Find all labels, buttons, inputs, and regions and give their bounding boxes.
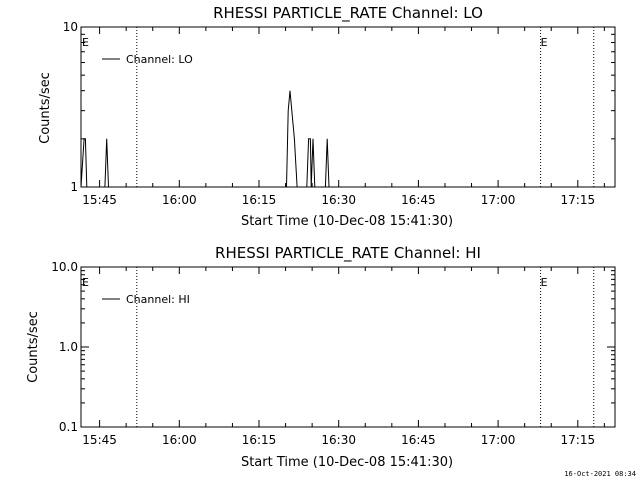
series-line: [80, 90, 330, 188]
chart-panel-hi: RHESSI PARTICLE_RATE Channel: HI Counts/…: [26, 244, 616, 470]
x-tick-label: 16:45: [401, 193, 436, 207]
x-tick-label: 16:00: [162, 193, 197, 207]
event-marker-label: E: [541, 36, 548, 49]
legend-label: Channel: LO: [126, 53, 193, 66]
plot-frame: [80, 266, 616, 428]
chart-panel-lo: RHESSI PARTICLE_RATE Channel: LO Counts/…: [38, 4, 616, 229]
y-tick-label: 0.1: [59, 420, 78, 434]
x-tick-label: 16:15: [242, 433, 277, 447]
x-axis-label: Start Time (10-Dec-08 15:41:30): [241, 214, 453, 229]
chart-title: RHESSI PARTICLE_RATE Channel: LO: [213, 4, 483, 23]
event-marker-label: E: [82, 36, 89, 49]
x-tick-label: 17:15: [561, 193, 596, 207]
x-tick-label: 16:45: [401, 433, 436, 447]
y-axis-label: Counts/sec: [26, 311, 41, 383]
y-tick-label: 1: [70, 180, 78, 194]
y-tick-label: 1.0: [59, 340, 78, 354]
x-tick-label: 16:15: [242, 193, 277, 207]
y-tick-label: 10.0: [51, 260, 78, 274]
y-tick-label: 10: [63, 20, 78, 34]
event-marker-label: E: [82, 276, 89, 289]
x-tick-label: 15:45: [82, 433, 117, 447]
event-marker-label: E: [541, 276, 548, 289]
chart-title: RHESSI PARTICLE_RATE Channel: HI: [215, 244, 481, 263]
x-tick-label: 16:30: [321, 433, 356, 447]
x-axis-label: Start Time (10-Dec-08 15:41:30): [241, 455, 453, 470]
x-tick-label: 16:00: [162, 433, 197, 447]
plot-frame: [80, 26, 616, 188]
x-tick-label: 17:15: [561, 433, 596, 447]
x-tick-label: 17:00: [481, 433, 516, 447]
timestamp: 16-Oct-2021 08:34: [564, 470, 636, 478]
x-tick-label: 15:45: [82, 193, 117, 207]
y-axis-label: Counts/sec: [38, 72, 53, 144]
x-tick-label: 17:00: [481, 193, 516, 207]
legend-label: Channel: HI: [126, 293, 190, 306]
x-tick-label: 16:30: [321, 193, 356, 207]
